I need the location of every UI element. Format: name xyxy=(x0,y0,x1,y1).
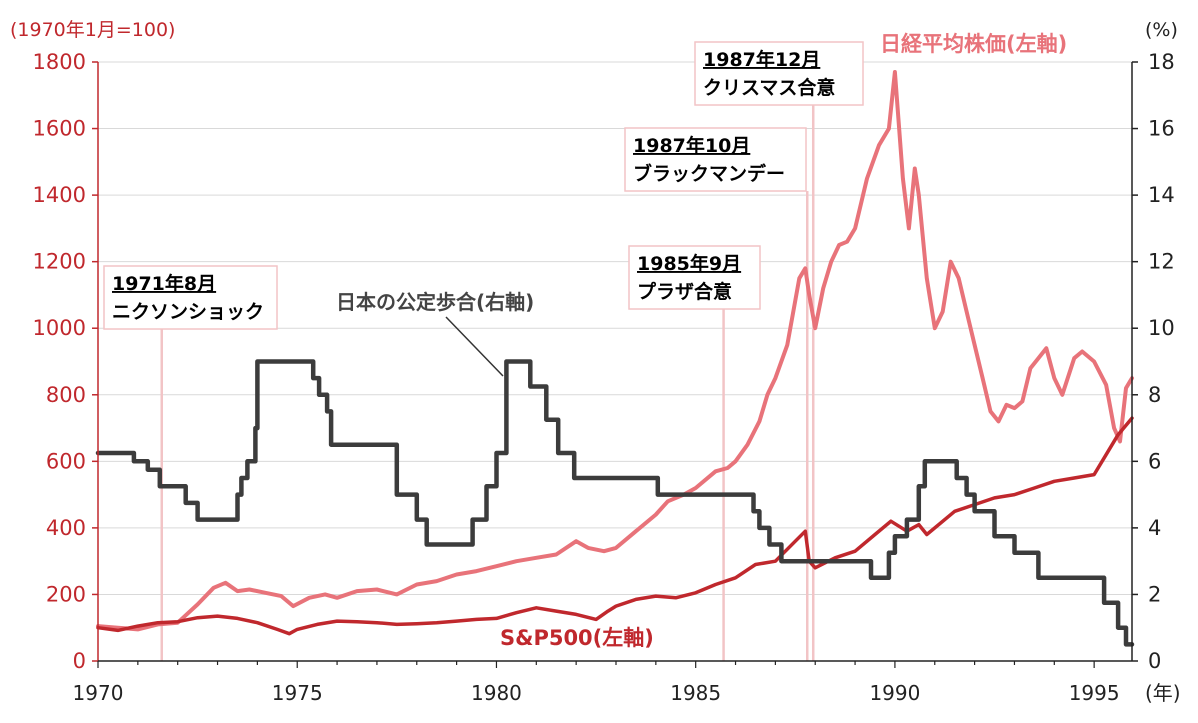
event-label-plaza: プラザ合意 xyxy=(637,280,732,303)
left-tick-label: 800 xyxy=(46,383,86,407)
x-tick-label: 1975 xyxy=(272,681,323,705)
left-tick-label: 400 xyxy=(46,516,86,540)
nikkei-line xyxy=(96,70,1134,632)
right-tick-label: 8 xyxy=(1148,383,1161,407)
series-layer xyxy=(95,70,1135,647)
event-label-black-monday: ブラックマンデー xyxy=(633,162,785,185)
event-box-black-monday xyxy=(624,127,807,192)
event-annotation-plaza: 1985年9月 プラザ合意 xyxy=(628,245,761,310)
axes xyxy=(97,62,1133,662)
left-axis-unit: (1970年1月=100) xyxy=(10,19,175,41)
event-annotation-christmas: 1987年12月 クリスマス合意 xyxy=(694,41,864,106)
left-tick-label: 1600 xyxy=(33,117,86,141)
right-tick-label: 6 xyxy=(1148,449,1161,473)
right-tick-label: 18 xyxy=(1148,50,1175,74)
left-tick-label: 600 xyxy=(46,449,86,473)
event-date-black-monday: 1987年10月 xyxy=(633,134,750,157)
x-tick-label: 1985 xyxy=(670,681,721,705)
left-tick-label: 1000 xyxy=(33,316,86,340)
event-box-nixon xyxy=(103,265,278,330)
sp500-series-label: S&P500(左軸) xyxy=(500,626,654,650)
event-label-nixon: ニクソンショック xyxy=(112,301,264,323)
tick-labels: 0 200 400 600 800 1000 1200 1400 1600 1800 0 2 4 6 8 10… xyxy=(33,50,1175,705)
event-date-christmas: 1987年12月 xyxy=(703,48,820,71)
right-tick-label: 14 xyxy=(1148,183,1175,207)
x-tick-label: 1980 xyxy=(471,681,522,705)
right-tick-label: 16 xyxy=(1148,117,1175,141)
x-tick-label: 1970 xyxy=(73,681,124,705)
event-box-plaza xyxy=(628,245,761,310)
event-date-plaza: 1985年9月 xyxy=(637,252,741,275)
event-date-nixon: 1971年8月 xyxy=(112,272,216,295)
x-axis-unit: (年) xyxy=(1145,681,1181,705)
right-tick-label: 2 xyxy=(1148,582,1161,606)
right-tick-label: 12 xyxy=(1148,250,1175,274)
event-annotation-nixon: 1971年8月 ニクソンショック xyxy=(103,265,278,330)
event-label-christmas: クリスマス合意 xyxy=(703,76,835,99)
right-tick-label: 4 xyxy=(1148,516,1161,540)
rate-label-leader-line xyxy=(445,316,504,377)
left-tick-label: 200 xyxy=(46,582,86,606)
event-box-christmas xyxy=(694,41,864,106)
right-tick-label: 0 xyxy=(1148,649,1161,673)
right-tick-label: 10 xyxy=(1148,316,1175,340)
sp500-line xyxy=(96,416,1134,636)
left-tick-label: 1400 xyxy=(33,183,86,207)
left-tick-label: 1800 xyxy=(33,50,86,74)
x-tick-label: 1995 xyxy=(1069,681,1120,705)
event-annotation-black-monday: 1987年10月 ブラックマンデー xyxy=(624,127,807,192)
left-tick-label: 1200 xyxy=(33,250,86,274)
rate-series-label: 日本の公定歩合(右軸) xyxy=(336,290,534,314)
right-axis-unit: (%) xyxy=(1145,19,1178,41)
nikkei-series-label: 日経平均株価(左軸) xyxy=(880,32,1067,56)
x-tick-label: 1990 xyxy=(869,681,920,705)
left-tick-label: 0 xyxy=(73,649,86,673)
rate-line xyxy=(95,359,1135,647)
